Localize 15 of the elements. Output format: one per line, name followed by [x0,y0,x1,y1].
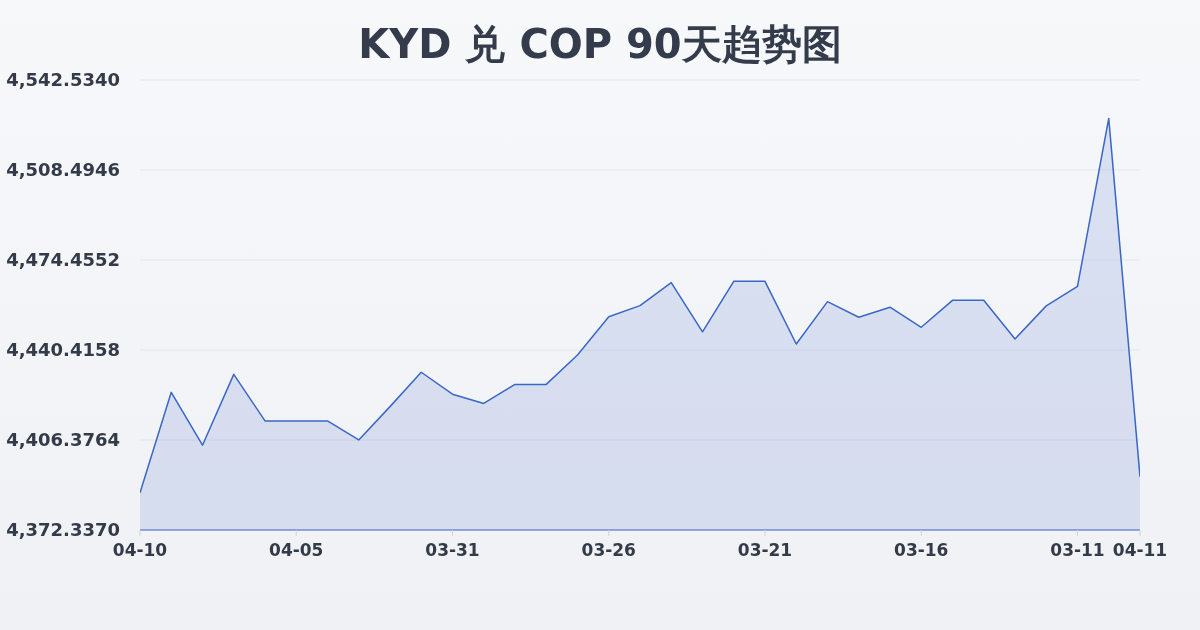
y-tick-label: 4,508.4946 [6,159,120,181]
x-tick-label: 03-11 [1050,540,1105,561]
y-tick-label: 4,474.4552 [6,249,120,271]
y-tick-label: 4,406.3764 [6,429,120,451]
x-tick-label: 03-31 [425,540,480,561]
x-tick-label: 03-26 [581,540,636,561]
y-tick-label: 4,542.5340 [6,69,120,91]
y-tick-label: 4,440.4158 [6,339,120,361]
x-tick-label: 04-11 [1112,540,1168,561]
x-tick-label: 03-21 [737,540,793,561]
x-tick-label: 04-10 [112,540,168,561]
x-tick-label: 03-16 [894,540,949,561]
chart-title: KYD 兑 COP 90天趋势图 [358,21,842,67]
y-tick-label: 4,372.3370 [6,519,120,541]
x-tick-label: 04-05 [269,540,324,561]
